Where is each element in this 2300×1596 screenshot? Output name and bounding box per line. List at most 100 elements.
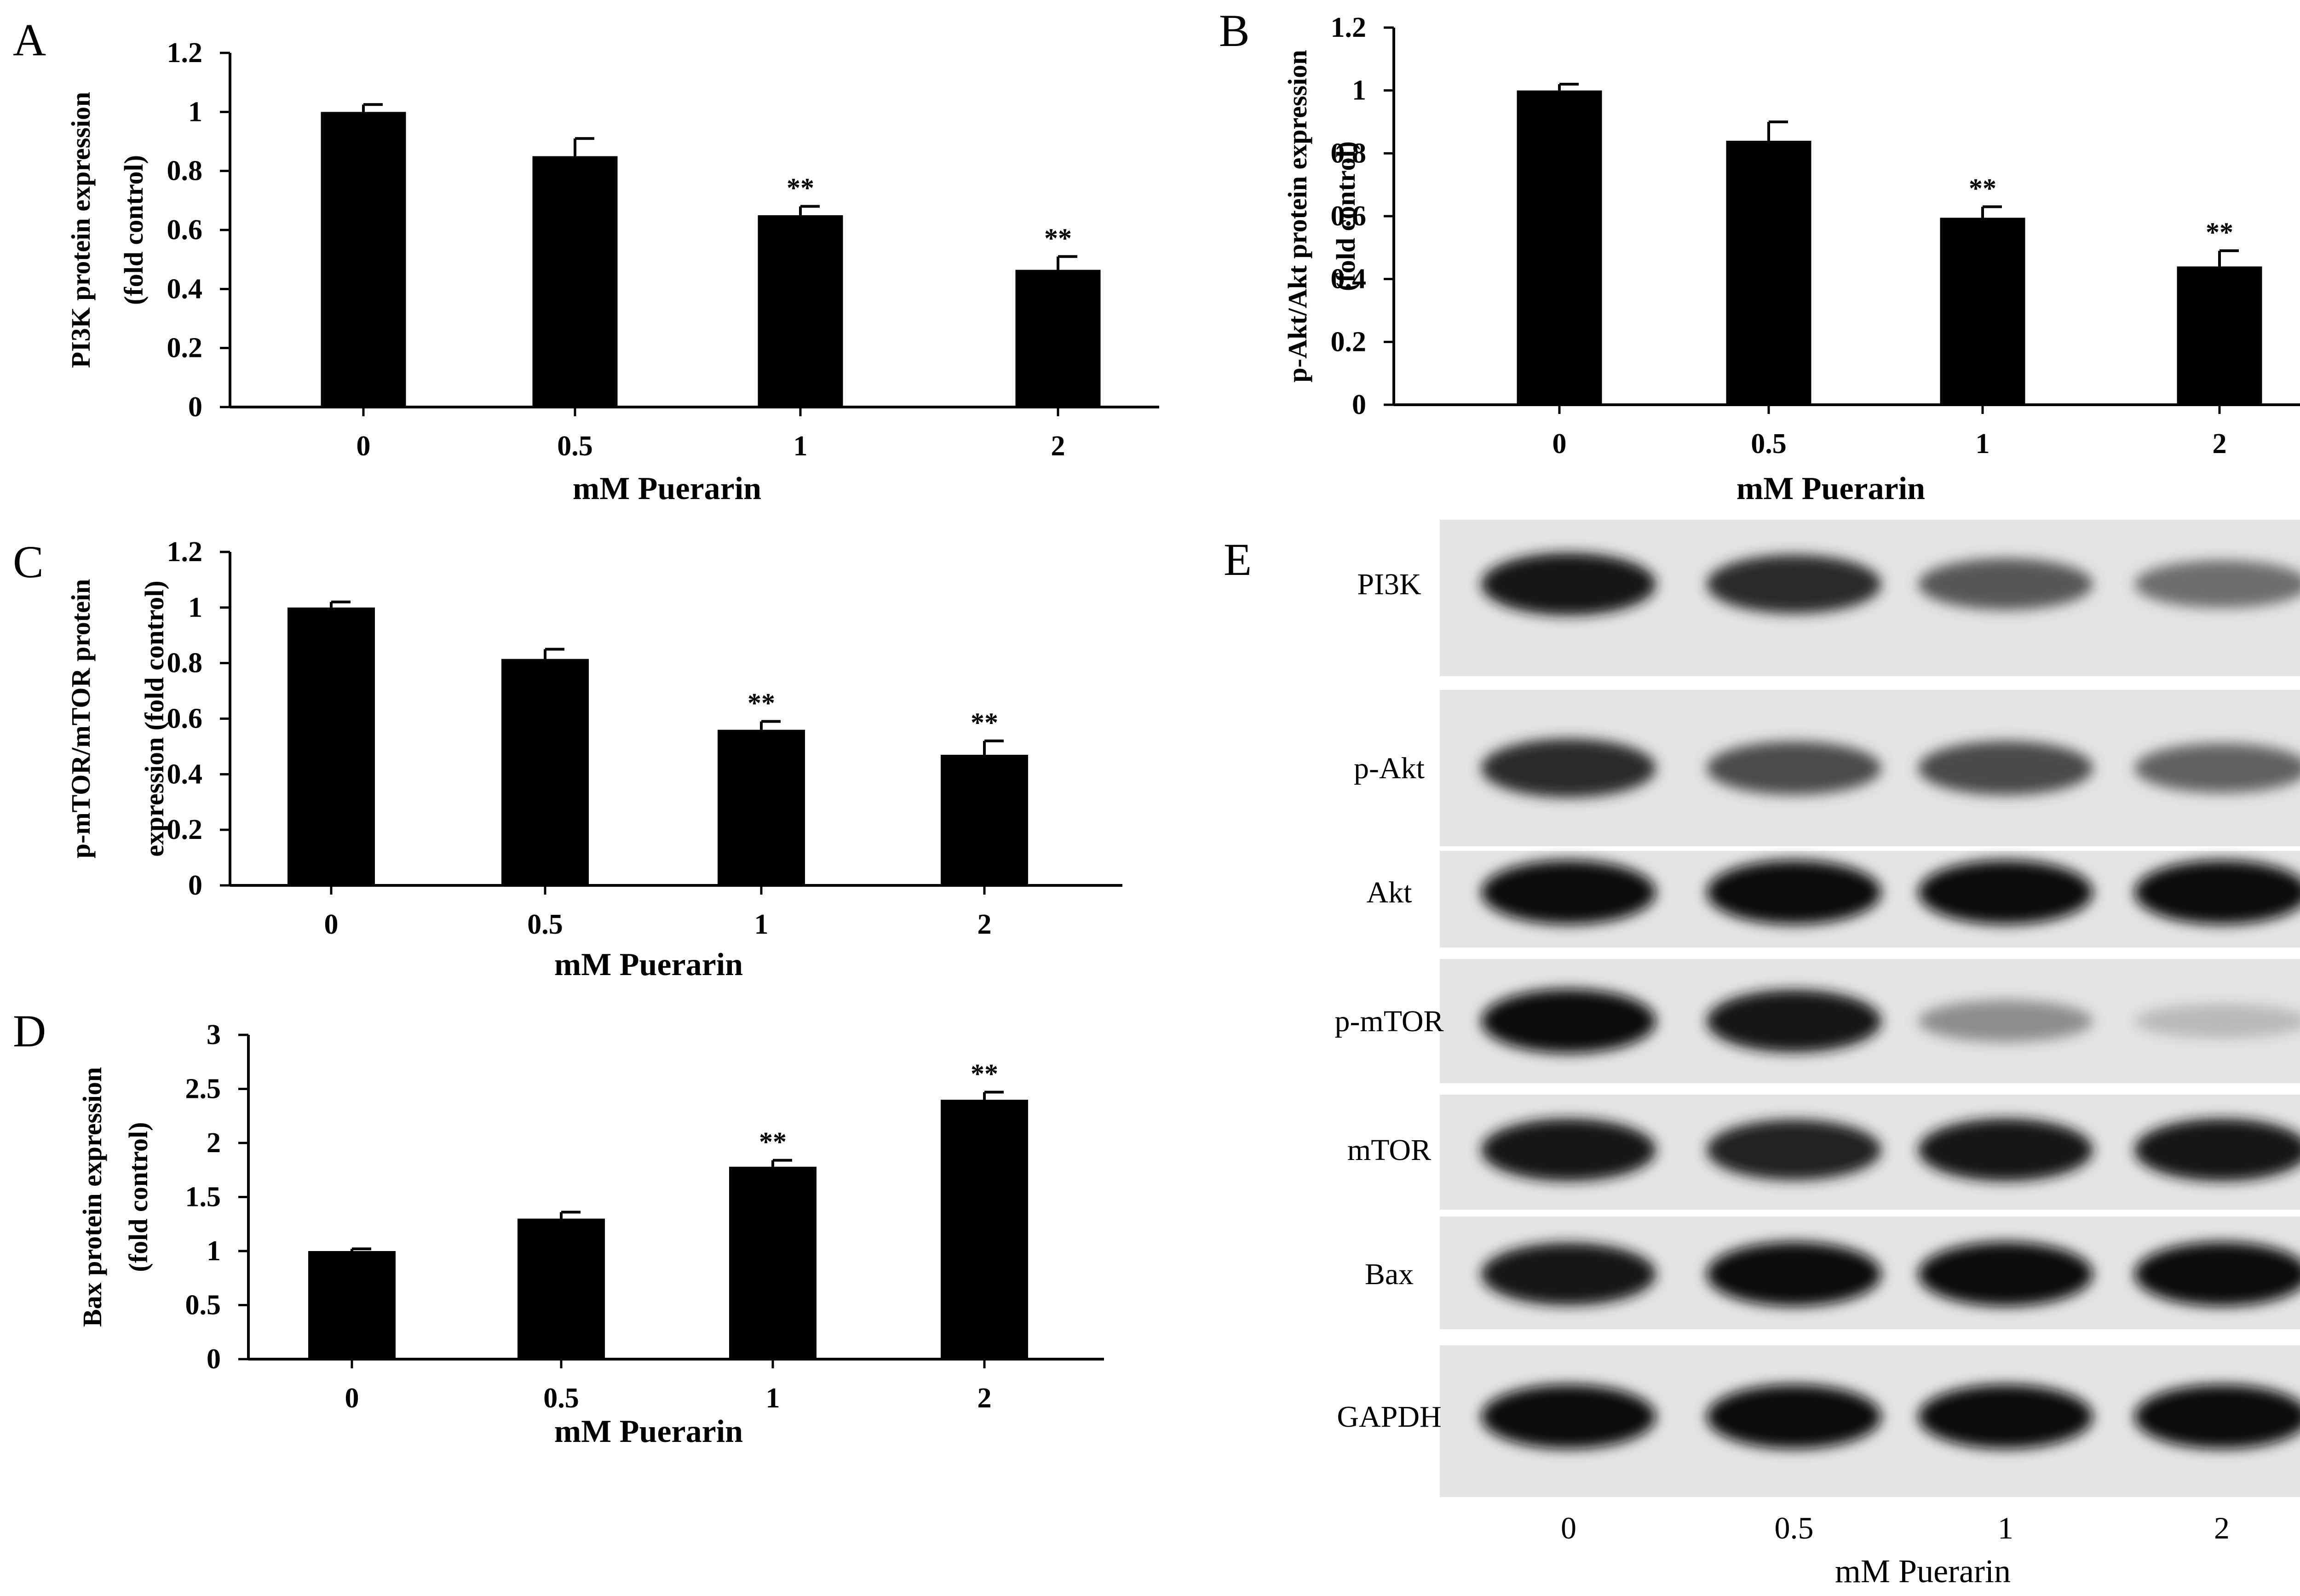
x-axis-label: mM Puerarin <box>554 947 743 982</box>
y-tick-label: 1.2 <box>167 536 203 568</box>
y-tick-label: 0 <box>188 391 202 423</box>
bar-0.5 <box>1726 141 1811 405</box>
y-axis-label: expression (fold control) <box>139 580 169 856</box>
significance-marker: ** <box>748 688 775 718</box>
x-tick-label: 0 <box>324 909 339 940</box>
y-tick-label: 1 <box>188 592 202 623</box>
x-tick-label: 0.5 <box>527 909 563 940</box>
bar-2 <box>941 1100 1028 1359</box>
blot-band <box>1918 1384 2093 1449</box>
blot-row-label: p-Akt <box>1354 752 1425 785</box>
blot-band <box>2134 1384 2300 1449</box>
bar-0 <box>1517 90 1602 405</box>
x-tick-label: 0 <box>1552 428 1567 459</box>
blot-band <box>2134 1119 2300 1181</box>
y-axis-label: (fold control) <box>119 155 149 305</box>
bar-0 <box>308 1251 396 1359</box>
y-tick-label: 0 <box>1352 389 1366 420</box>
blot-band <box>1481 1119 1656 1181</box>
y-tick-label: 0.6 <box>167 703 203 735</box>
x-tick-label: 2 <box>1051 431 1065 462</box>
blot-band <box>1918 1119 2093 1181</box>
x-tick-label: 0 <box>356 431 371 462</box>
blot-band <box>1481 1243 1656 1305</box>
y-tick-label: 0.2 <box>167 333 203 364</box>
blot-lane-label: 0 <box>1561 1510 1576 1545</box>
blot-band <box>1707 555 1881 614</box>
blot-row-label: mTOR <box>1347 1133 1431 1167</box>
blot-band <box>2134 560 2300 608</box>
y-tick-label: 0.2 <box>1331 326 1367 357</box>
y-axis-label: PI3K protein expression <box>66 92 96 368</box>
chart-panel-a: A 0 0.2 0.4 0.6 0.8 1 1.2 0 0.5 ** 1 ** 2 mM Puerarin… <box>13 14 1159 506</box>
y-tick-label: 1.2 <box>1331 12 1367 43</box>
blot-band <box>1707 990 1881 1052</box>
bar-0.5 <box>532 156 618 407</box>
blot-lane-label: 2 <box>2214 1510 2230 1545</box>
blot-row-label: GAPDH <box>1337 1400 1441 1434</box>
bar-2 <box>2177 266 2262 405</box>
panel-label-a: A <box>13 14 46 65</box>
blot-band <box>1481 1384 1656 1449</box>
x-tick-label: 2 <box>2213 428 2227 459</box>
blot-band <box>2134 860 2300 924</box>
significance-marker: ** <box>2206 217 2233 247</box>
blot-band <box>1481 739 1656 798</box>
blot-row-label: Bax <box>1365 1257 1414 1291</box>
blot-row-label: PI3K <box>1357 568 1421 601</box>
blot-band <box>1918 1242 2093 1306</box>
blot-band <box>2134 1242 2300 1306</box>
x-tick-label: 1 <box>766 1383 780 1414</box>
blot-band <box>2134 743 2300 793</box>
blot-lane-label: 0.5 <box>1775 1510 1814 1545</box>
y-axis-label: p-Akt/Akt protein expression <box>1282 50 1312 383</box>
significance-marker: ** <box>787 173 814 203</box>
bar-1 <box>1940 218 2025 405</box>
blot-band <box>1707 860 1881 924</box>
x-tick-label: 2 <box>978 1383 992 1414</box>
blot-band <box>1707 1384 1881 1449</box>
blot-band <box>1918 1000 2093 1042</box>
blot-band <box>1481 553 1656 615</box>
y-tick-label: 0 <box>188 870 202 901</box>
x-tick-label: 0 <box>345 1383 359 1414</box>
y-tick-label: 0 <box>207 1343 221 1375</box>
y-tick-label: 3 <box>207 1019 221 1051</box>
x-tick-label: 0.5 <box>1751 428 1787 459</box>
y-tick-label: 0.4 <box>1331 264 1367 295</box>
blot-band <box>1481 989 1656 1053</box>
y-tick-label: 0.6 <box>167 214 203 246</box>
significance-marker: ** <box>1969 173 1996 204</box>
y-tick-label: 2 <box>207 1127 221 1159</box>
chart-panel-d: D 0 0.5 1 1.5 2 2.5 3 0 0.5 ** 1 ** 2 mM Puerarin Bax … <box>13 1005 1104 1449</box>
bar-1 <box>758 215 843 407</box>
y-tick-label: 1.2 <box>167 37 203 69</box>
y-tick-label: 1 <box>1352 75 1366 106</box>
y-tick-label: 0.5 <box>185 1290 221 1321</box>
chart-panel-b: B 0 0.2 0.4 0.6 0.8 1 1.2 0 0.5 ** 1 ** 2 mM Puerarin… <box>1219 5 2300 506</box>
y-tick-label: 0.4 <box>167 758 203 790</box>
western-blot-panel-e: E PI3K p-Akt Akt p-mTOR mTOR Bax GAPDH 0 0.5 1 2 mM… <box>1224 520 2300 1590</box>
panel-label-d: D <box>13 1005 46 1056</box>
y-tick-label: 0.8 <box>167 648 203 679</box>
y-axis-label: Bax protein expression <box>77 1067 107 1327</box>
significance-marker: ** <box>971 707 998 738</box>
x-tick-label: 2 <box>978 909 992 940</box>
blot-band <box>1707 1119 1881 1180</box>
bar-2 <box>941 755 1028 885</box>
blot-band <box>1918 741 2093 795</box>
y-tick-label: 2.5 <box>185 1074 221 1105</box>
y-axis-label: (fold control) <box>123 1122 153 1272</box>
panel-label-e: E <box>1224 534 1252 585</box>
y-tick-label: 0.6 <box>1331 201 1367 232</box>
y-tick-label: 1.5 <box>185 1182 221 1213</box>
blot-row-label: Akt <box>1367 876 1412 909</box>
blot-band <box>1707 1242 1881 1306</box>
bar-0 <box>321 112 406 408</box>
y-axis-label: p-mTOR/mTOR protein <box>66 579 96 858</box>
y-tick-label: 0.2 <box>167 814 203 845</box>
significance-marker: ** <box>971 1059 998 1089</box>
x-tick-label: 1 <box>1976 428 1990 459</box>
y-axis-label: (fold control) <box>1331 141 1361 291</box>
blot-band <box>1918 558 2093 610</box>
